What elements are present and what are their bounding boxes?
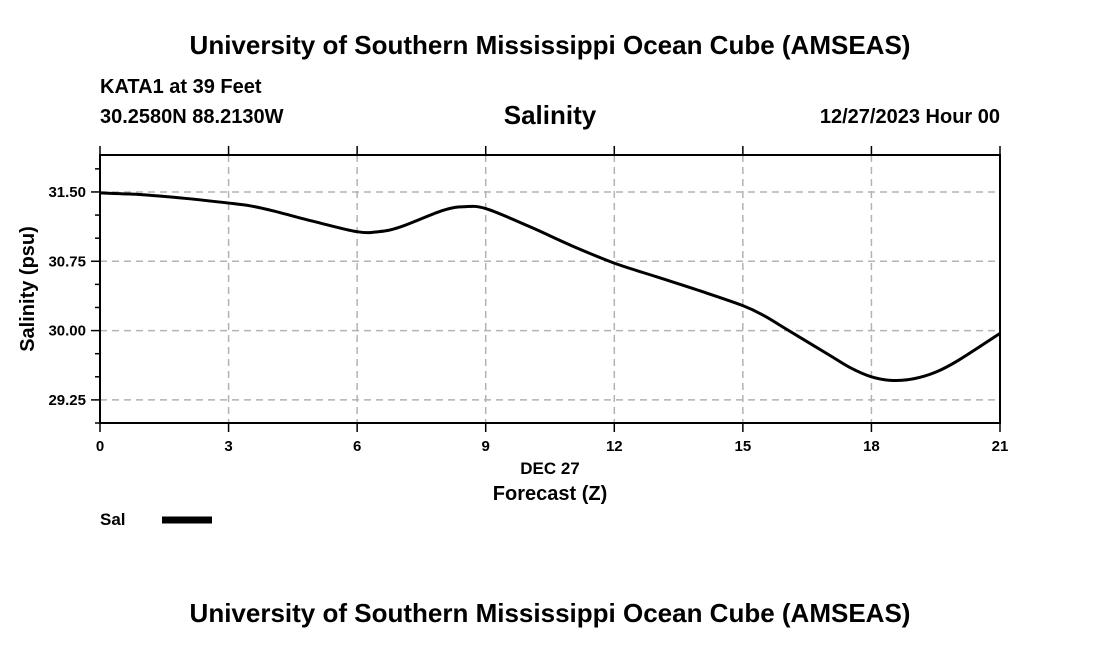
x-tick-label: 15 [735, 438, 752, 455]
series-layer [99, 191, 1001, 383]
footer-title: University of Southern Mississippi Ocean… [189, 598, 911, 628]
x-tick-label: 12 [606, 438, 623, 455]
x-tick-label: 6 [353, 438, 361, 455]
axis-ticks [91, 146, 1001, 432]
x-tick-label: 18 [863, 438, 880, 455]
axis-labels: 0 3 6 9 12 15 18 21 29.25 30.00 30.75 31.50 [48, 184, 1008, 455]
series-line-sal [99, 191, 1001, 383]
legend: Sal [100, 510, 212, 529]
y-tick-label: 29.25 [48, 392, 86, 409]
y-tick-label: 30.00 [48, 323, 86, 340]
x-axis-date-label: DEC 27 [520, 459, 580, 478]
chart-subtitle: Salinity [503, 100, 597, 130]
legend-label-sal: Sal [100, 510, 126, 529]
x-axis-title: Forecast (Z) [493, 483, 607, 505]
y-tick-label: 31.50 [48, 184, 86, 201]
chart-title: University of Southern Mississippi Ocean… [189, 30, 911, 60]
y-axis-title: Salinity (psu) [17, 226, 39, 352]
x-tick-label: 9 [482, 438, 490, 455]
station-label: KATA1 at 39 Feet [100, 76, 262, 98]
y-tick-label: 30.75 [48, 253, 86, 270]
grid-lines [100, 155, 1000, 423]
x-tick-label: 0 [96, 438, 104, 455]
plot-frame [99, 154, 1001, 424]
x-tick-label: 3 [224, 438, 232, 455]
forecast-datetime: 12/27/2023 Hour 00 [819, 106, 1000, 128]
station-coordinates: 30.2580N 88.2130W [100, 106, 284, 128]
x-tick-label: 21 [992, 438, 1009, 455]
